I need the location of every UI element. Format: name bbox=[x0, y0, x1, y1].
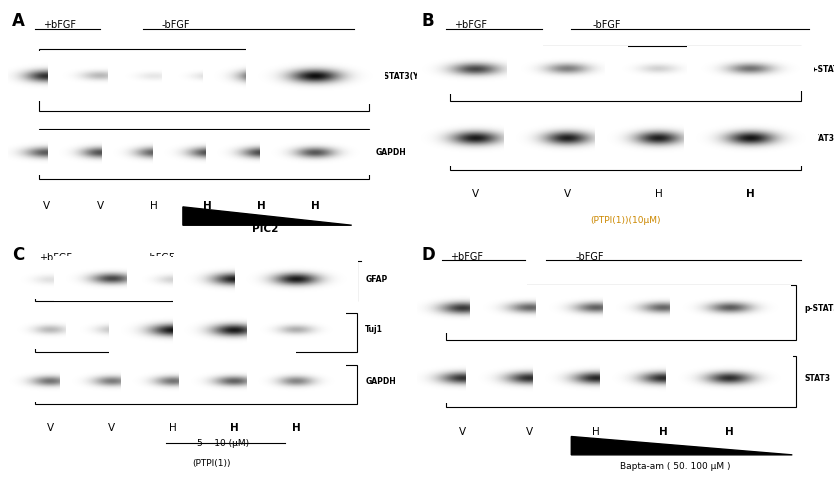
Text: -bFGF: -bFGF bbox=[575, 252, 604, 262]
Text: (PTPI(1))(10μM): (PTPI(1))(10μM) bbox=[590, 216, 661, 225]
Text: V: V bbox=[43, 201, 50, 211]
Text: GFAP: GFAP bbox=[365, 275, 387, 284]
Text: Tuj1: Tuj1 bbox=[365, 326, 383, 334]
Text: +bFGF: +bFGF bbox=[455, 20, 488, 30]
Text: B: B bbox=[421, 12, 434, 30]
Text: H: H bbox=[203, 201, 212, 211]
Text: PIC2: PIC2 bbox=[252, 224, 279, 234]
Text: V: V bbox=[47, 423, 54, 433]
Text: C: C bbox=[13, 246, 24, 264]
Text: H: H bbox=[150, 201, 158, 211]
Text: 5    10 (μM): 5 10 (μM) bbox=[197, 439, 249, 448]
Text: GAPDH: GAPDH bbox=[375, 149, 406, 157]
Text: V: V bbox=[526, 427, 533, 437]
Bar bbox=[446, 356, 796, 407]
Bar bbox=[35, 262, 358, 301]
Text: H: H bbox=[655, 188, 663, 198]
Bar bbox=[35, 313, 358, 352]
Text: H: H bbox=[746, 188, 755, 198]
Text: D: D bbox=[421, 246, 435, 264]
Text: -bFGF: -bFGF bbox=[592, 20, 620, 30]
Text: V: V bbox=[564, 188, 570, 198]
Text: A: A bbox=[13, 12, 25, 30]
Text: (PTPI(1)): (PTPI(1)) bbox=[193, 459, 231, 468]
Text: STAT3: STAT3 bbox=[805, 373, 831, 382]
Text: H: H bbox=[169, 423, 177, 433]
Text: H: H bbox=[230, 423, 239, 433]
Bar bbox=[39, 129, 369, 179]
Polygon shape bbox=[183, 207, 352, 225]
Text: H: H bbox=[257, 201, 266, 211]
Text: STAT3: STAT3 bbox=[809, 133, 834, 142]
Bar bbox=[35, 365, 358, 404]
Text: +bFGF: +bFGF bbox=[39, 253, 72, 263]
Text: Bapta-am ( 50. 100 μM ): Bapta-am ( 50. 100 μM ) bbox=[620, 462, 731, 471]
Text: p-STAT3(Y705): p-STAT3(Y705) bbox=[375, 72, 438, 81]
Text: -bFGF: -bFGF bbox=[162, 20, 190, 30]
Text: H: H bbox=[311, 201, 319, 211]
Text: V: V bbox=[460, 427, 466, 437]
Text: V: V bbox=[97, 201, 104, 211]
Polygon shape bbox=[571, 436, 792, 455]
Text: p-STAT3(Y705): p-STAT3(Y705) bbox=[809, 65, 834, 74]
Text: H: H bbox=[292, 423, 300, 433]
Bar bbox=[39, 49, 369, 110]
Text: H: H bbox=[659, 427, 667, 437]
Text: +bFGF: +bFGF bbox=[43, 20, 76, 30]
Text: V: V bbox=[108, 423, 115, 433]
Text: p-STAT3(Y705): p-STAT3(Y705) bbox=[805, 304, 834, 313]
Text: H: H bbox=[726, 427, 734, 437]
Text: H: H bbox=[592, 427, 600, 437]
Text: +bFGF: +bFGF bbox=[450, 252, 484, 262]
Bar bbox=[446, 285, 796, 340]
Bar bbox=[450, 115, 801, 170]
Text: GAPDH: GAPDH bbox=[365, 377, 396, 386]
Bar bbox=[450, 46, 801, 101]
Text: V: V bbox=[472, 188, 479, 198]
Text: -bFGF: -bFGF bbox=[147, 253, 175, 263]
